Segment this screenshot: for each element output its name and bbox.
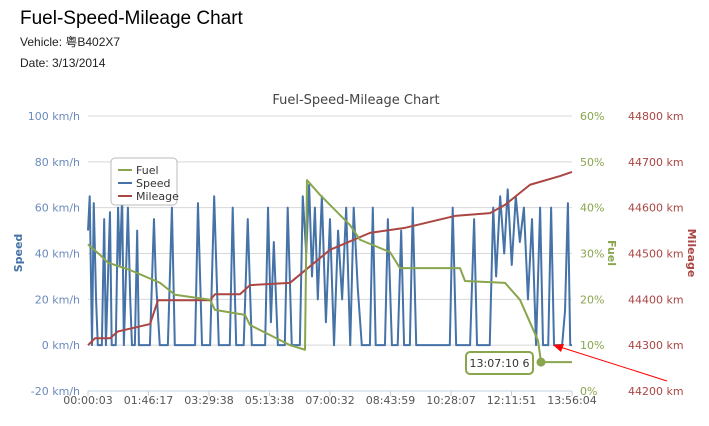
speed-tick-label: 20 km/h bbox=[35, 293, 80, 306]
mileage-tick-label: 44300 km bbox=[628, 339, 684, 352]
date-label: Date: 3/13/2014 bbox=[20, 56, 106, 70]
chart-title: Fuel-Speed-Mileage Chart bbox=[272, 93, 439, 108]
fuel-marker bbox=[536, 357, 546, 367]
mileage-tick-label: 44500 km bbox=[628, 248, 684, 261]
fuel-tick-label: 50% bbox=[580, 156, 604, 169]
page-header: Fuel-Speed-Mileage Chart Vehicle: 粤B402X… bbox=[20, 8, 243, 72]
mileage-tick-label: 44400 km bbox=[628, 293, 684, 306]
x-tick-label: 13:56:04 bbox=[547, 394, 596, 407]
x-tick-label: 07:00:32 bbox=[305, 394, 354, 407]
vehicle-label: Vehicle: 粤B402X7 bbox=[20, 35, 121, 49]
legend-label-fuel: Fuel bbox=[136, 164, 159, 177]
series-line-fuel bbox=[87, 179, 572, 364]
x-tick-label: 05:13:38 bbox=[245, 394, 294, 407]
fuel-tick-label: 60% bbox=[580, 110, 604, 123]
page-title: Fuel-Speed-Mileage Chart bbox=[20, 8, 243, 29]
x-tick-label: 03:29:38 bbox=[184, 394, 233, 407]
mileage-tick-label: 44200 km bbox=[628, 385, 684, 398]
speed-tick-label: 80 km/h bbox=[35, 156, 80, 169]
legend-label-speed: Speed bbox=[136, 177, 170, 190]
legend-label-mileage: Mileage bbox=[136, 190, 179, 203]
fuel-tick-label: 20% bbox=[580, 293, 604, 306]
series-line-mileage bbox=[87, 170, 573, 346]
tooltip-box bbox=[465, 351, 534, 375]
speed-axis-title: Speed bbox=[12, 234, 25, 273]
speed-tick-label: 100 km/h bbox=[28, 110, 80, 123]
mileage-tick-label: 44700 km bbox=[628, 156, 684, 169]
x-tick-label: 12:11:51 bbox=[487, 394, 536, 407]
x-tick-label: 00:00:03 bbox=[63, 394, 112, 407]
speed-tick-label: 0 km/h bbox=[42, 339, 80, 352]
arrow-head-icon bbox=[553, 344, 564, 352]
x-tick-label: 01:46:17 bbox=[124, 394, 173, 407]
speed-tick-label: 60 km/h bbox=[35, 202, 80, 215]
speed-tick-label: 40 km/h bbox=[35, 248, 80, 261]
speed-tick-label: -20 km/h bbox=[31, 385, 80, 398]
fuel-tick-label: 40% bbox=[580, 202, 604, 215]
tooltip-text: 13:07:10 6 bbox=[470, 357, 530, 370]
mileage-axis-title: Mileage bbox=[685, 229, 698, 278]
mileage-tick-label: 44800 km bbox=[628, 110, 684, 123]
fuel-tick-label: 10% bbox=[580, 339, 604, 352]
x-tick-label: 08:43:59 bbox=[366, 394, 415, 407]
arrow-line bbox=[559, 346, 668, 382]
mileage-tick-label: 44600 km bbox=[628, 202, 684, 215]
x-tick-label: 10:28:07 bbox=[426, 394, 475, 407]
fuel-tick-label: 30% bbox=[580, 248, 604, 261]
fuel-tick-label: 0% bbox=[580, 385, 597, 398]
fuel-axis-title: Fuel bbox=[605, 240, 618, 266]
series-line-speed bbox=[87, 183, 572, 347]
